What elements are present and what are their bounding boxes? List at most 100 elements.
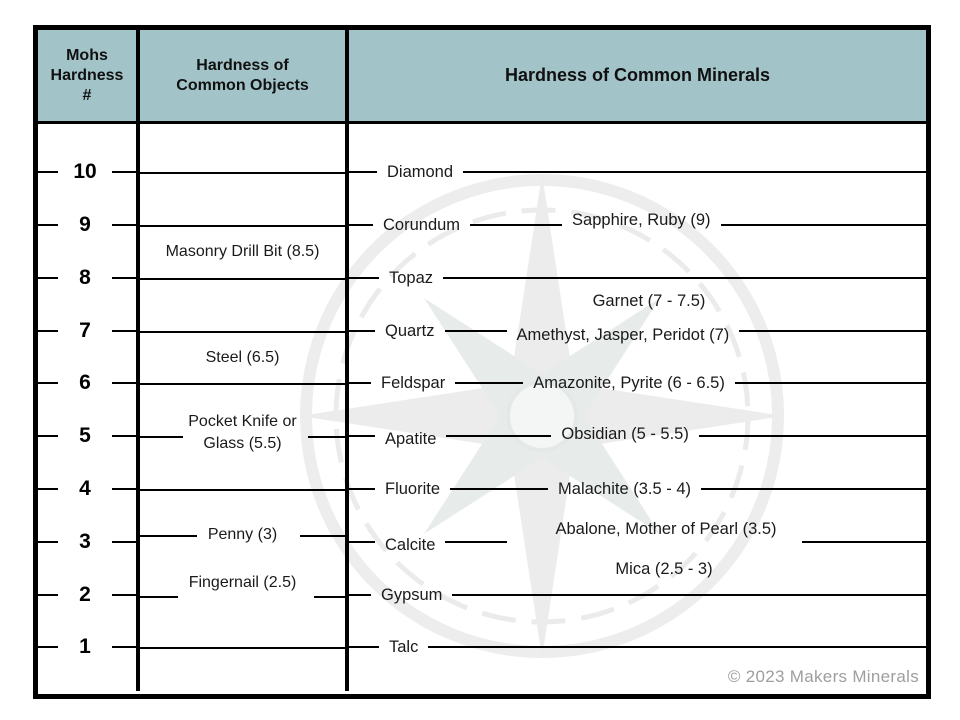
mineral-row-quartz: Quartz Amethyst, Jasper, Peridot (7) [349,318,926,344]
gem-label-sapphire-ruby: Sapphire, Ruby (9) [572,210,711,229]
copyright-text: © 2023 Makers Minerals [727,667,919,686]
line-segment [349,171,377,173]
hardness-number: 5 [79,424,91,447]
hardness-row-1: 1 [38,634,136,660]
scale-line [140,225,345,227]
gem-label-obsidian: Obsidian (5 - 5.5) [561,424,689,443]
line-segment [38,330,58,332]
line-segment [38,488,58,490]
mineral-label-corundum: Corundum [383,215,461,234]
line-segment [428,646,926,648]
hardness-number: 8 [79,266,91,289]
line-segment [112,277,136,279]
hardness-number: 2 [79,583,91,606]
mineral-row-apatite: Apatite Obsidian (5 - 5.5) [349,423,926,449]
line-segment [112,330,136,332]
gem-label-abalone-mother-of-pearl: Abalone, Mother of Pearl (3.5) [555,520,777,538]
line-segment [308,436,345,438]
mineral-row-fluorite: Fluorite Malachite (3.5 - 4) [349,476,926,502]
line-segment [112,382,136,384]
mineral-label-topaz: Topaz [389,268,434,287]
line-segment [446,435,552,437]
mohs-hardness-chart: Mohs Hardness # Hardness of Common Objec… [33,25,931,699]
hardness-number: 4 [79,477,91,500]
hardness-number: 1 [79,635,91,658]
line-segment [140,436,183,438]
line-segment [300,535,345,537]
hardness-number: 10 [73,160,97,183]
line-segment [349,594,371,596]
line-segment [38,435,58,437]
line-segment [698,435,926,437]
line-segment [450,488,549,490]
line-segment [112,541,136,543]
hardness-row-5: 5 [38,423,136,449]
object-label-pocket-knife-glass: Pocket Knife or Glass (5.5) [188,413,297,452]
mineral-row-gypsum: Gypsum [349,582,926,608]
line-segment [38,541,58,543]
mineral-label-calcite: Calcite [385,535,436,554]
line-segment [445,541,508,543]
object-label-steel: Steel (6.5) [205,349,280,366]
hardness-row-3: 3 [38,529,136,555]
line-segment [112,171,136,173]
table-header: Mohs Hardness # Hardness of Common Objec… [38,30,926,124]
scale-line [140,172,345,174]
scale-line [140,489,345,491]
line-segment [112,594,136,596]
line-segment [112,646,136,648]
column-divider [136,124,140,691]
mineral-row-calcite: Calcite [349,529,926,555]
table-body: 10 9 8 7 6 5 4 3 2 1 Masonry Drill Bit (… [38,124,926,691]
mineral-row-talc: Talc [349,634,926,660]
gem-label-amethyst-jasper-peridot: Amethyst, Jasper, Peridot (7) [516,325,730,344]
line-segment [38,646,58,648]
gem-label-malachite: Malachite (3.5 - 4) [558,479,691,498]
line-segment [38,224,58,226]
line-segment [112,488,136,490]
line-segment [720,224,926,226]
mineral-row-diamond: Diamond [349,159,926,185]
object-label-fingernail: Fingernail (2.5) [188,574,297,591]
hardness-row-4: 4 [38,476,136,502]
line-segment [112,224,136,226]
line-segment [349,330,375,332]
hardness-row-10: 10 [38,159,136,185]
line-segment [444,330,507,332]
scale-line [140,647,345,649]
line-gap [507,541,802,543]
hardness-number: 3 [79,530,91,553]
scale-line [140,383,345,385]
mineral-row-corundum: Corundum Sapphire, Ruby (9) [349,210,926,238]
line-segment [802,541,926,543]
column-divider [345,124,349,691]
line-segment [463,171,926,173]
mineral-label-apatite: Apatite [385,429,437,448]
mineral-label-quartz: Quartz [385,321,435,340]
line-segment [38,594,58,596]
line-segment [349,224,373,226]
scale-line [140,278,345,280]
object-label-penny: Penny (3) [207,526,278,543]
line-segment [140,596,178,598]
mineral-row-feldspar: Feldspar Amazonite, Pyrite (6 - 6.5) [349,370,926,396]
line-segment [349,382,371,384]
line-segment [349,646,379,648]
mineral-label-diamond: Diamond [387,162,454,181]
line-segment [314,596,345,598]
gem-label-garnet: Garnet (7 - 7.5) [592,292,706,310]
line-segment [701,488,926,490]
line-segment [452,594,926,596]
hardness-row-8: 8 [38,265,136,291]
line-segment [443,277,926,279]
line-segment [349,488,375,490]
line-segment [349,277,379,279]
mineral-label-fluorite: Fluorite [385,479,441,498]
line-segment [349,541,375,543]
line-segment [38,382,58,384]
line-segment [455,382,524,384]
header-common-objects: Hardness of Common Objects [140,30,349,121]
object-label-masonry-drill-bit: Masonry Drill Bit (8.5) [165,243,320,260]
hardness-row-2: 2 [38,582,136,608]
line-segment [140,535,197,537]
